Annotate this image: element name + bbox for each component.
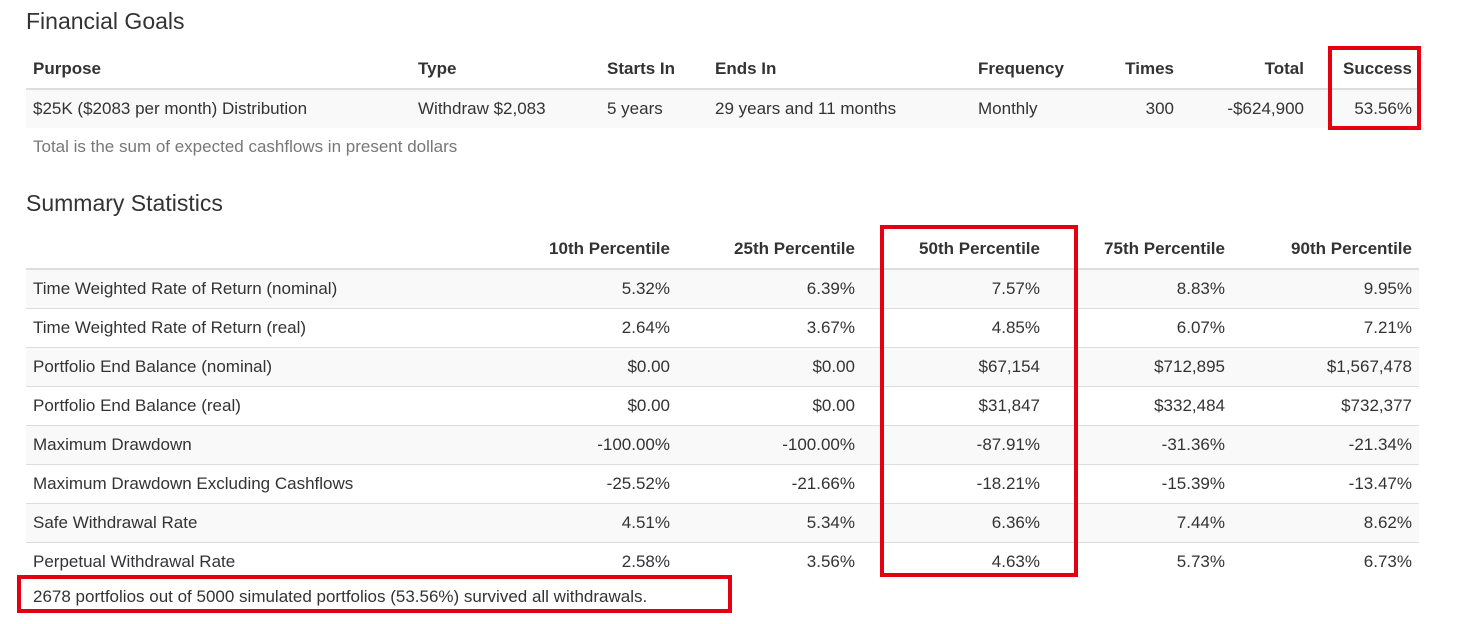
goal-purpose: $25K ($2083 per month) Distribution xyxy=(26,88,411,128)
metric-label: Portfolio End Balance (real) xyxy=(26,386,446,426)
p10-value: -100.00% xyxy=(446,425,677,465)
p75-value: 8.83% xyxy=(1047,268,1232,309)
col-p50: 50th Percentile xyxy=(862,230,1047,270)
table-row: Maximum Drawdown -100.00% -100.00% -87.9… xyxy=(26,425,1419,465)
financial-goals-heading: Financial Goals xyxy=(26,8,185,34)
col-total: Total xyxy=(1181,50,1311,90)
col-success: Success xyxy=(1311,50,1419,90)
table-row: Maximum Drawdown Excluding Cashflows -25… xyxy=(26,464,1419,504)
p50-value: -87.91% xyxy=(862,425,1047,465)
p25-value: 3.67% xyxy=(677,308,862,348)
p75-value: $712,895 xyxy=(1047,347,1232,387)
p90-value: -21.34% xyxy=(1232,425,1419,465)
p25-value: -21.66% xyxy=(677,464,862,504)
goal-success: 53.56% xyxy=(1311,88,1419,128)
metric-label: Maximum Drawdown xyxy=(26,425,446,465)
p50-value: 6.36% xyxy=(862,503,1047,543)
col-purpose: Purpose xyxy=(26,50,411,90)
p90-value: $1,567,478 xyxy=(1232,347,1419,387)
p75-value: 7.44% xyxy=(1047,503,1232,543)
summary-statistics-table: 10th Percentile 25th Percentile 50th Per… xyxy=(26,230,1419,581)
goal-starts-in: 5 years xyxy=(600,88,708,128)
p50-value: 4.85% xyxy=(862,308,1047,348)
stats-header-row: 10th Percentile 25th Percentile 50th Per… xyxy=(26,230,1419,270)
p25-value: 6.39% xyxy=(677,268,862,309)
table-row: Perpetual Withdrawal Rate 2.58% 3.56% 4.… xyxy=(26,542,1419,581)
p50-value: $67,154 xyxy=(862,347,1047,387)
col-type: Type xyxy=(411,50,600,90)
summary-statistics-heading: Summary Statistics xyxy=(26,190,223,216)
p90-value: 7.21% xyxy=(1232,308,1419,348)
p75-value: 5.73% xyxy=(1047,542,1232,581)
p25-value: 3.56% xyxy=(677,542,862,581)
p75-value: 6.07% xyxy=(1047,308,1232,348)
metric-label: Portfolio End Balance (nominal) xyxy=(26,347,446,387)
financial-goals-table: Purpose Type Starts In Ends In Frequency… xyxy=(26,50,1419,128)
col-p25: 25th Percentile xyxy=(677,230,862,270)
p25-value: 5.34% xyxy=(677,503,862,543)
p50-value: -18.21% xyxy=(862,464,1047,504)
p75-value: -31.36% xyxy=(1047,425,1232,465)
p10-value: 4.51% xyxy=(446,503,677,543)
goal-total: -$624,900 xyxy=(1181,88,1311,128)
table-row: Time Weighted Rate of Return (nominal) 5… xyxy=(26,268,1419,309)
p75-value: -15.39% xyxy=(1047,464,1232,504)
metric-label: Time Weighted Rate of Return (nominal) xyxy=(26,268,446,309)
metric-label: Perpetual Withdrawal Rate xyxy=(26,542,446,581)
p90-value: 6.73% xyxy=(1232,542,1419,581)
p10-value: 5.32% xyxy=(446,268,677,309)
col-times: Times xyxy=(1101,50,1181,90)
p50-value: $31,847 xyxy=(862,386,1047,426)
p10-value: -25.52% xyxy=(446,464,677,504)
goal-type: Withdraw $2,083 xyxy=(411,88,600,128)
col-metric xyxy=(26,230,446,270)
p10-value: $0.00 xyxy=(446,386,677,426)
goal-times: 300 xyxy=(1101,88,1181,128)
table-row: Portfolio End Balance (nominal) $0.00 $0… xyxy=(26,347,1419,387)
p25-value: -100.00% xyxy=(677,425,862,465)
col-ends-in: Ends In xyxy=(708,50,971,90)
p10-value: 2.58% xyxy=(446,542,677,581)
p25-value: $0.00 xyxy=(677,347,862,387)
p90-value: -13.47% xyxy=(1232,464,1419,504)
p50-value: 7.57% xyxy=(862,268,1047,309)
p90-value: 9.95% xyxy=(1232,268,1419,309)
col-starts-in: Starts In xyxy=(600,50,708,90)
table-row: Portfolio End Balance (real) $0.00 $0.00… xyxy=(26,386,1419,426)
table-row: Safe Withdrawal Rate 4.51% 5.34% 6.36% 7… xyxy=(26,503,1419,543)
col-frequency: Frequency xyxy=(971,50,1101,90)
col-p75: 75th Percentile xyxy=(1047,230,1232,270)
metric-label: Safe Withdrawal Rate xyxy=(26,503,446,543)
goal-ends-in: 29 years and 11 months xyxy=(708,88,971,128)
col-p10: 10th Percentile xyxy=(446,230,677,270)
p75-value: $332,484 xyxy=(1047,386,1232,426)
col-p90: 90th Percentile xyxy=(1232,230,1419,270)
goal-frequency: Monthly xyxy=(971,88,1101,128)
p10-value: $0.00 xyxy=(446,347,677,387)
table-row: $25K ($2083 per month) Distribution With… xyxy=(26,88,1419,128)
p50-value: 4.63% xyxy=(862,542,1047,581)
goals-header-row: Purpose Type Starts In Ends In Frequency… xyxy=(26,50,1419,90)
goals-footnote: Total is the sum of expected cashflows i… xyxy=(33,137,458,156)
table-row: Time Weighted Rate of Return (real) 2.64… xyxy=(26,308,1419,348)
p10-value: 2.64% xyxy=(446,308,677,348)
p90-value: 8.62% xyxy=(1232,503,1419,543)
survival-note: 2678 portfolios out of 5000 simulated po… xyxy=(33,587,648,606)
metric-label: Maximum Drawdown Excluding Cashflows xyxy=(26,464,446,504)
p25-value: $0.00 xyxy=(677,386,862,426)
p90-value: $732,377 xyxy=(1232,386,1419,426)
metric-label: Time Weighted Rate of Return (real) xyxy=(26,308,446,348)
